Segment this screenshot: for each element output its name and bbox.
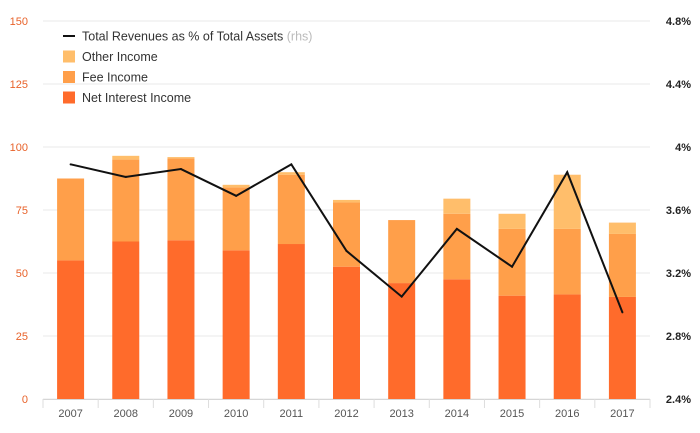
y-left-tick-label: 125 bbox=[10, 79, 28, 91]
revenue-ratio-line bbox=[69, 162, 624, 314]
bar-fee-income-2014 bbox=[443, 213, 471, 280]
y-left-tick-label: 75 bbox=[16, 205, 28, 217]
y-left-tick-label: 100 bbox=[10, 142, 28, 154]
legend-label-text: Total Revenues as % of Total Assets bbox=[82, 30, 283, 44]
legend-swatch-other-income bbox=[63, 50, 75, 63]
legend-swatch-fee-income bbox=[63, 71, 75, 83]
bar-other-income-2010 bbox=[222, 184, 250, 188]
bar-fee-income-2011 bbox=[277, 174, 305, 245]
bar-other-income-2012 bbox=[333, 199, 360, 203]
y-right-tick-label: 2.8% bbox=[666, 331, 691, 343]
bar-net-interest-income-2012 bbox=[333, 266, 360, 399]
bar-other-income-2009 bbox=[167, 157, 195, 159]
line-point-2009 bbox=[179, 168, 182, 171]
bar-fee-income-2017 bbox=[608, 233, 636, 297]
bar-net-interest-income-2014 bbox=[443, 279, 471, 399]
y-left-tick-label: 25 bbox=[16, 331, 28, 343]
bar-fee-income-2012 bbox=[333, 202, 360, 267]
bar-net-interest-income-2007 bbox=[57, 260, 85, 399]
y-right-tick-label: 2.4% bbox=[666, 394, 691, 406]
y-left-tick-label: 0 bbox=[22, 394, 28, 406]
line-point-2007 bbox=[69, 163, 72, 166]
x-tick-label: 2012 bbox=[334, 408, 358, 420]
legend: Total Revenues as % of Total Assets (rhs… bbox=[63, 30, 312, 105]
legend-line-marker bbox=[63, 35, 75, 37]
y-right-tick-label: 4% bbox=[675, 142, 691, 154]
x-axis: 2007 2008 2009 2010 2011 2012 2013 2014 2015 2016… bbox=[42, 399, 651, 420]
legend-label-text: Fee Income bbox=[82, 71, 148, 85]
bar-fee-income-2009 bbox=[167, 158, 195, 241]
bar-other-income-2008 bbox=[112, 155, 140, 160]
right-axis: 2.4% 2.8% 3.2% 3.6% 4% 4.4% 4.8% bbox=[666, 16, 691, 406]
bar-net-interest-income-2017 bbox=[608, 296, 636, 399]
y-right-tick-label: 4.4% bbox=[666, 79, 691, 91]
bar-other-income-2011 bbox=[277, 172, 305, 175]
x-tick-label: 2016 bbox=[555, 408, 579, 420]
legend-label: Total Revenues as % of Total Assets (rhs… bbox=[82, 30, 312, 44]
x-tick-label: 2014 bbox=[445, 408, 469, 420]
bar-fee-income-2007 bbox=[57, 178, 85, 261]
bar-fee-income-2015 bbox=[498, 228, 526, 296]
bar-fee-income-2008 bbox=[112, 159, 140, 242]
x-tick-label: 2010 bbox=[224, 408, 248, 420]
bar-other-income-2015 bbox=[498, 213, 526, 229]
left-axis: 0 25 50 75 100 125 150 bbox=[10, 16, 28, 406]
bar-fee-income-2010 bbox=[222, 187, 250, 251]
y-right-tick-label: 3.6% bbox=[666, 205, 691, 217]
bar-fee-income-2013 bbox=[388, 220, 416, 284]
line-point-2008 bbox=[124, 175, 127, 178]
bar-net-interest-income-2011 bbox=[277, 244, 305, 399]
bar-net-interest-income-2016 bbox=[553, 294, 581, 399]
line-point-2012 bbox=[345, 249, 348, 252]
legend-label: Fee Income bbox=[82, 71, 148, 85]
bar-net-interest-income-2013 bbox=[388, 283, 416, 399]
y-right-tick-label: 3.2% bbox=[666, 268, 691, 280]
legend-label-text: Other Income bbox=[82, 50, 158, 64]
y-left-tick-label: 50 bbox=[16, 268, 28, 280]
x-tick-label: 2011 bbox=[279, 408, 303, 420]
x-tick-label: 2017 bbox=[610, 408, 634, 420]
legend-label: Other Income bbox=[82, 50, 158, 64]
line-point-2016 bbox=[566, 171, 569, 174]
line-point-2017 bbox=[621, 311, 624, 314]
line-point-2015 bbox=[511, 265, 514, 268]
y-right-tick-label: 4.8% bbox=[666, 16, 691, 28]
bar-net-interest-income-2015 bbox=[498, 295, 526, 399]
x-tick-label: 2009 bbox=[169, 408, 193, 420]
line-point-2011 bbox=[290, 163, 293, 166]
bar-net-interest-income-2010 bbox=[222, 250, 250, 399]
bars bbox=[57, 155, 636, 399]
bar-net-interest-income-2009 bbox=[167, 240, 195, 399]
legend-swatch-net-interest-income bbox=[63, 91, 75, 104]
bar-fee-income-2016 bbox=[553, 228, 581, 295]
bar-other-income-2016 bbox=[553, 174, 581, 229]
legend-label: Net Interest Income bbox=[82, 91, 191, 105]
legend-note: (rhs) bbox=[283, 30, 312, 44]
line-point-2014 bbox=[455, 227, 458, 230]
y-left-tick-label: 150 bbox=[10, 16, 28, 28]
x-tick-label: 2013 bbox=[389, 408, 413, 420]
bar-other-income-2017 bbox=[608, 222, 636, 234]
line-point-2010 bbox=[235, 194, 238, 197]
x-tick-label: 2008 bbox=[114, 408, 138, 420]
x-tick-label: 2007 bbox=[58, 408, 82, 420]
legend-label-text: Net Interest Income bbox=[82, 91, 191, 105]
bar-net-interest-income-2008 bbox=[112, 241, 140, 399]
bar-other-income-2014 bbox=[443, 198, 471, 214]
line-point-2013 bbox=[400, 295, 403, 298]
x-tick-label: 2015 bbox=[500, 408, 524, 420]
